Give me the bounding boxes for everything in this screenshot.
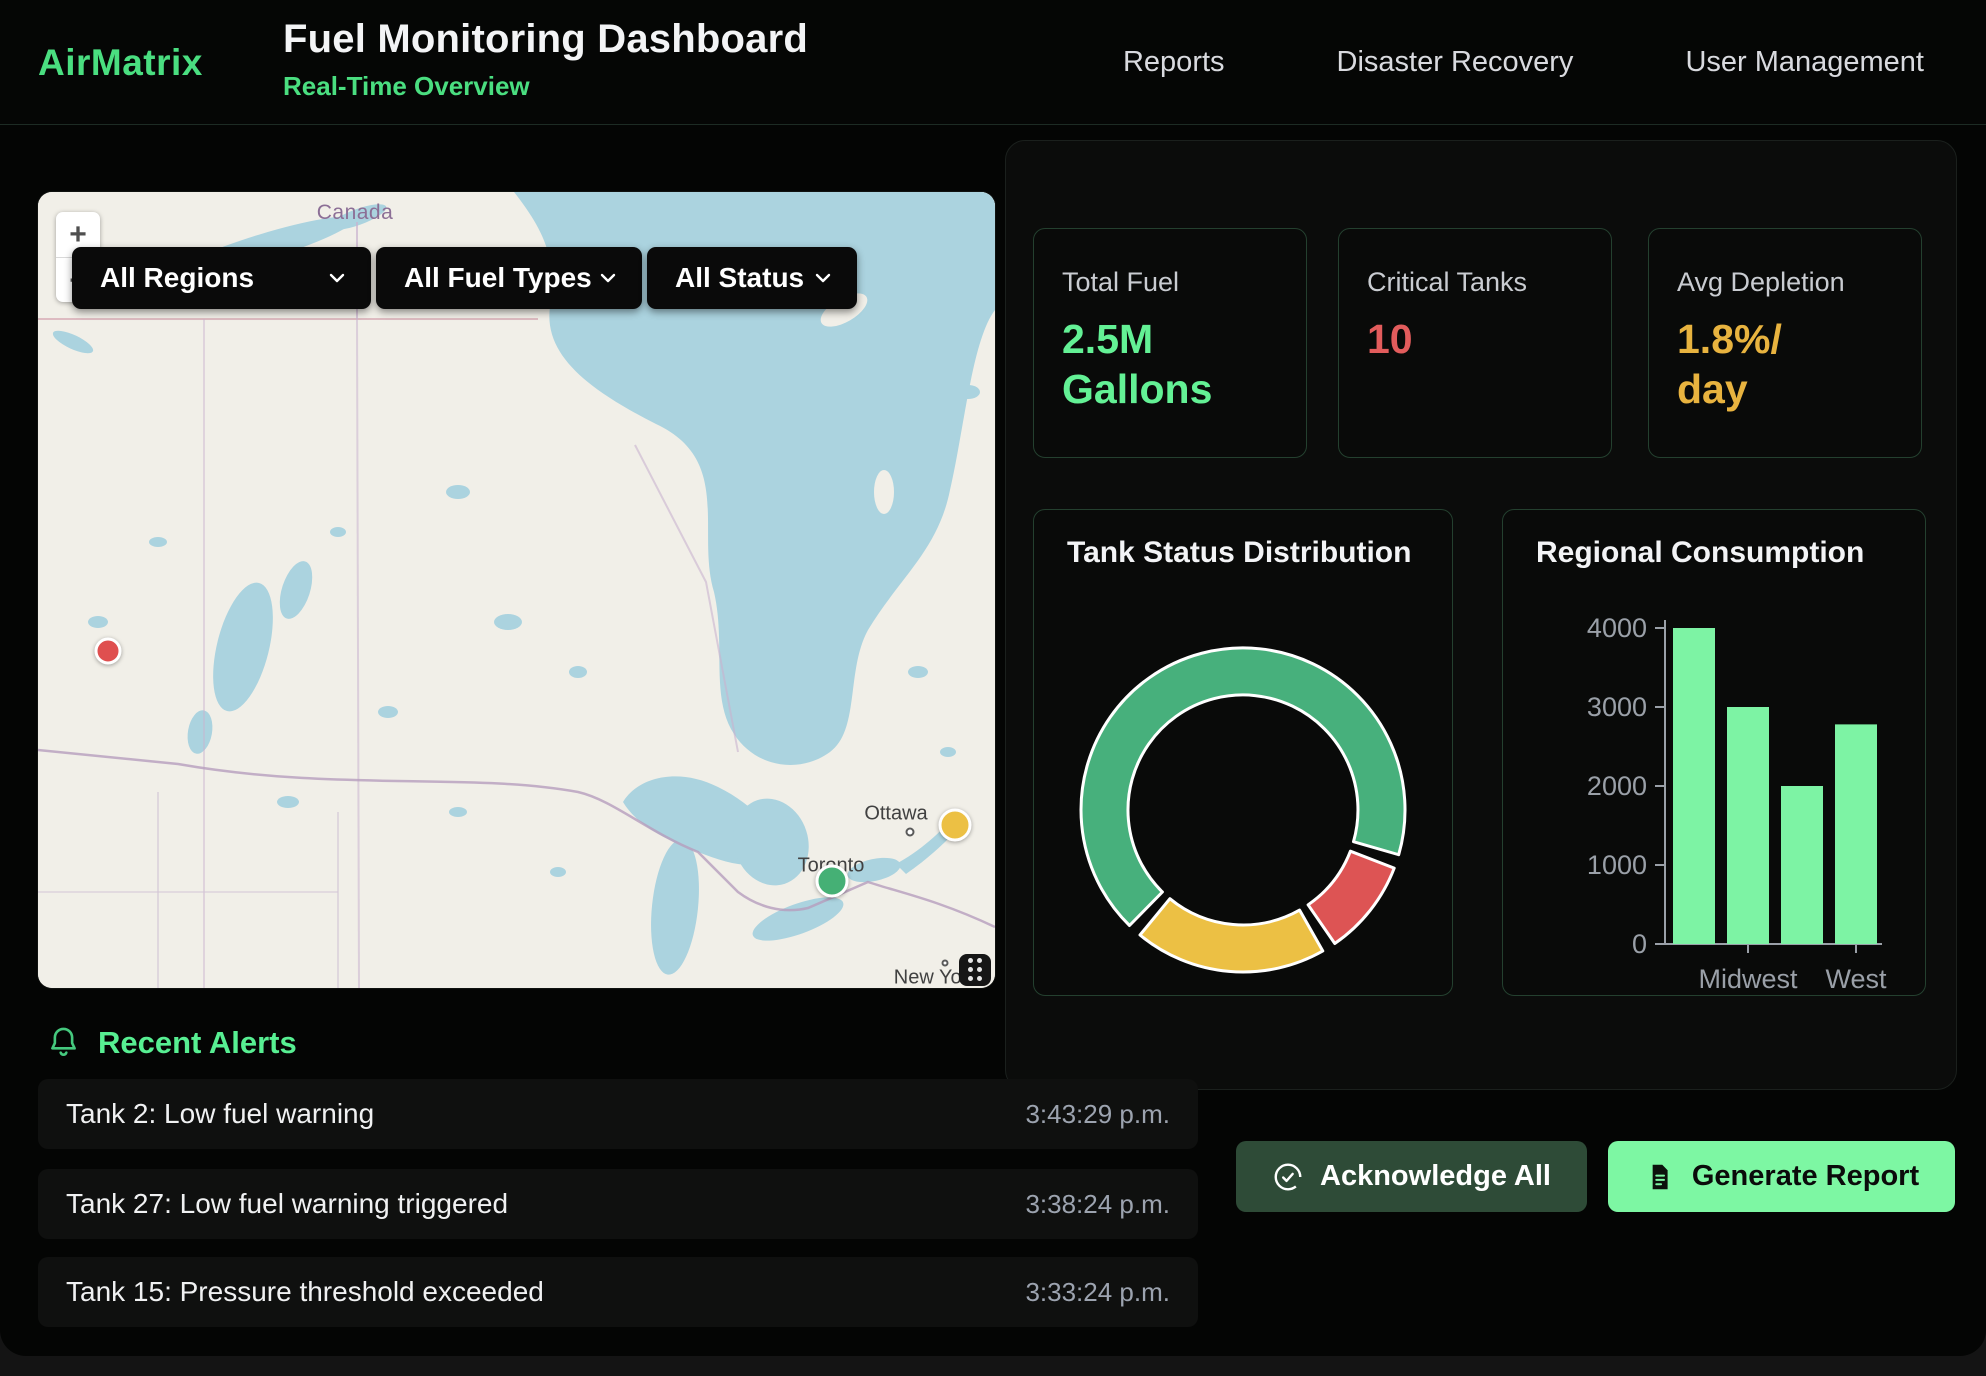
svg-text:3000: 3000: [1587, 692, 1647, 722]
svg-text:1000: 1000: [1587, 850, 1647, 880]
tank-marker-warning[interactable]: [939, 809, 972, 842]
alert-row[interactable]: Tank 27: Low fuel warning triggered 3:38…: [38, 1169, 1198, 1239]
app-root: AirMatrix Fuel Monitoring Dashboard Real…: [0, 0, 1986, 1356]
brand-logo[interactable]: AirMatrix: [38, 42, 203, 84]
map-drag-handle-icon[interactable]: [959, 954, 991, 986]
donut-chart-title: Tank Status Distribution: [1067, 536, 1411, 570]
stat-label: Critical Tanks: [1367, 267, 1583, 298]
stat-label: Avg Depletion: [1677, 267, 1893, 298]
svg-text:Midwest: Midwest: [1698, 964, 1798, 994]
svg-text:4000: 4000: [1587, 613, 1647, 643]
nav-reports[interactable]: Reports: [1123, 46, 1225, 79]
tank-marker-critical[interactable]: [95, 638, 122, 665]
stat-label: Total Fuel: [1062, 267, 1278, 298]
fuel-type-filter-select[interactable]: All Fuel Types: [376, 247, 642, 309]
check-circle-icon: [1272, 1161, 1304, 1193]
alerts-header: Recent Alerts: [45, 1024, 297, 1061]
nav-user-management[interactable]: User Management: [1685, 46, 1924, 79]
alert-row[interactable]: Tank 2: Low fuel warning 3:43:29 p.m.: [38, 1079, 1198, 1149]
stat-card-avg-depletion: Avg Depletion 1.8%/ day: [1648, 228, 1922, 458]
chevron-down-icon: [811, 266, 835, 290]
alert-timestamp: 3:38:24 p.m.: [1025, 1189, 1170, 1220]
main-nav: Reports Disaster Recovery User Managemen…: [1123, 0, 1924, 125]
status-filter-select[interactable]: All Status: [647, 247, 857, 309]
acknowledge-all-button[interactable]: Acknowledge All: [1236, 1141, 1587, 1212]
document-icon: [1644, 1161, 1676, 1193]
map-panel[interactable]: Canada Ottawa Toronto New York + − All R…: [38, 192, 995, 988]
region-filter-select[interactable]: All Regions: [72, 247, 371, 309]
stat-card-total-fuel: Total Fuel 2.5M Gallons: [1033, 228, 1307, 458]
dashboard-panel: Total Fuel 2.5M Gallons Critical Tanks 1…: [1005, 140, 1957, 1090]
donut-chart: [1034, 510, 1454, 997]
alert-timestamp: 3:33:24 p.m.: [1025, 1277, 1170, 1308]
map-label-canada: Canada: [317, 201, 394, 225]
svg-text:0: 0: [1632, 929, 1647, 959]
region-filter-value: All Regions: [100, 262, 254, 294]
ottawa-city-dot: [906, 828, 915, 837]
nav-disaster-recovery[interactable]: Disaster Recovery: [1337, 46, 1574, 79]
tank-marker-normal[interactable]: [816, 865, 849, 898]
stat-value: 10: [1367, 314, 1583, 364]
stat-value: 2.5M Gallons: [1062, 314, 1278, 414]
map-filters: All Regions All Fuel Types All Status: [72, 247, 857, 309]
alert-message: Tank 2: Low fuel warning: [66, 1098, 374, 1130]
page-subtitle: Real-Time Overview: [283, 71, 808, 102]
svg-text:2000: 2000: [1587, 771, 1647, 801]
stat-value: 1.8%/ day: [1677, 314, 1893, 414]
new-york-city-dot: [942, 960, 949, 967]
svg-text:West: West: [1825, 964, 1887, 994]
tank-status-card: Tank Status Distribution: [1033, 509, 1453, 996]
regional-consumption-card: Regional Consumption 0 1000 2000 3000 4000 Mi…: [1502, 509, 1926, 996]
map-label-ottawa: Ottawa: [864, 803, 927, 826]
header: AirMatrix Fuel Monitoring Dashboard Real…: [0, 0, 1986, 125]
chevron-down-icon: [325, 266, 349, 290]
alert-message: Tank 27: Low fuel warning triggered: [66, 1188, 508, 1220]
bar-chart: 0 1000 2000 3000 4000 Midwest West: [1503, 510, 1927, 997]
fuel-type-filter-value: All Fuel Types: [404, 262, 592, 294]
chevron-down-icon: [596, 266, 620, 290]
bell-icon: [45, 1024, 82, 1061]
title-block: Fuel Monitoring Dashboard Real-Time Over…: [283, 17, 808, 102]
stat-card-critical-tanks: Critical Tanks 10: [1338, 228, 1612, 458]
acknowledge-all-label: Acknowledge All: [1320, 1160, 1551, 1193]
alerts-title: Recent Alerts: [98, 1025, 297, 1061]
alert-row[interactable]: Tank 15: Pressure threshold exceeded 3:3…: [38, 1257, 1198, 1327]
alert-message: Tank 15: Pressure threshold exceeded: [66, 1276, 544, 1308]
status-filter-value: All Status: [675, 262, 804, 294]
generate-report-label: Generate Report: [1692, 1160, 1919, 1193]
bar-chart-title: Regional Consumption: [1536, 536, 1864, 570]
generate-report-button[interactable]: Generate Report: [1608, 1141, 1955, 1212]
page-title: Fuel Monitoring Dashboard: [283, 17, 808, 62]
alert-timestamp: 3:43:29 p.m.: [1025, 1099, 1170, 1130]
